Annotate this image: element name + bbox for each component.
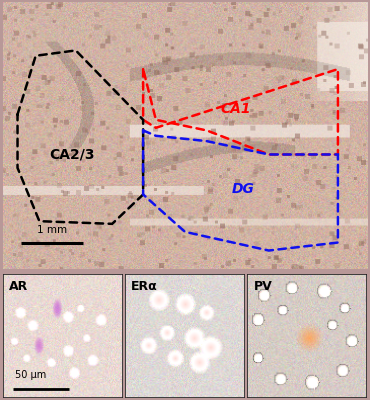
Text: DG: DG <box>232 182 255 196</box>
Text: AR: AR <box>9 280 28 293</box>
Text: PV: PV <box>253 280 272 293</box>
Text: 50 μm: 50 μm <box>15 370 46 380</box>
Text: CA1: CA1 <box>221 102 251 116</box>
Text: 1 mm: 1 mm <box>37 224 67 234</box>
Text: CA2/3: CA2/3 <box>49 148 95 162</box>
Text: ERα: ERα <box>131 280 158 293</box>
